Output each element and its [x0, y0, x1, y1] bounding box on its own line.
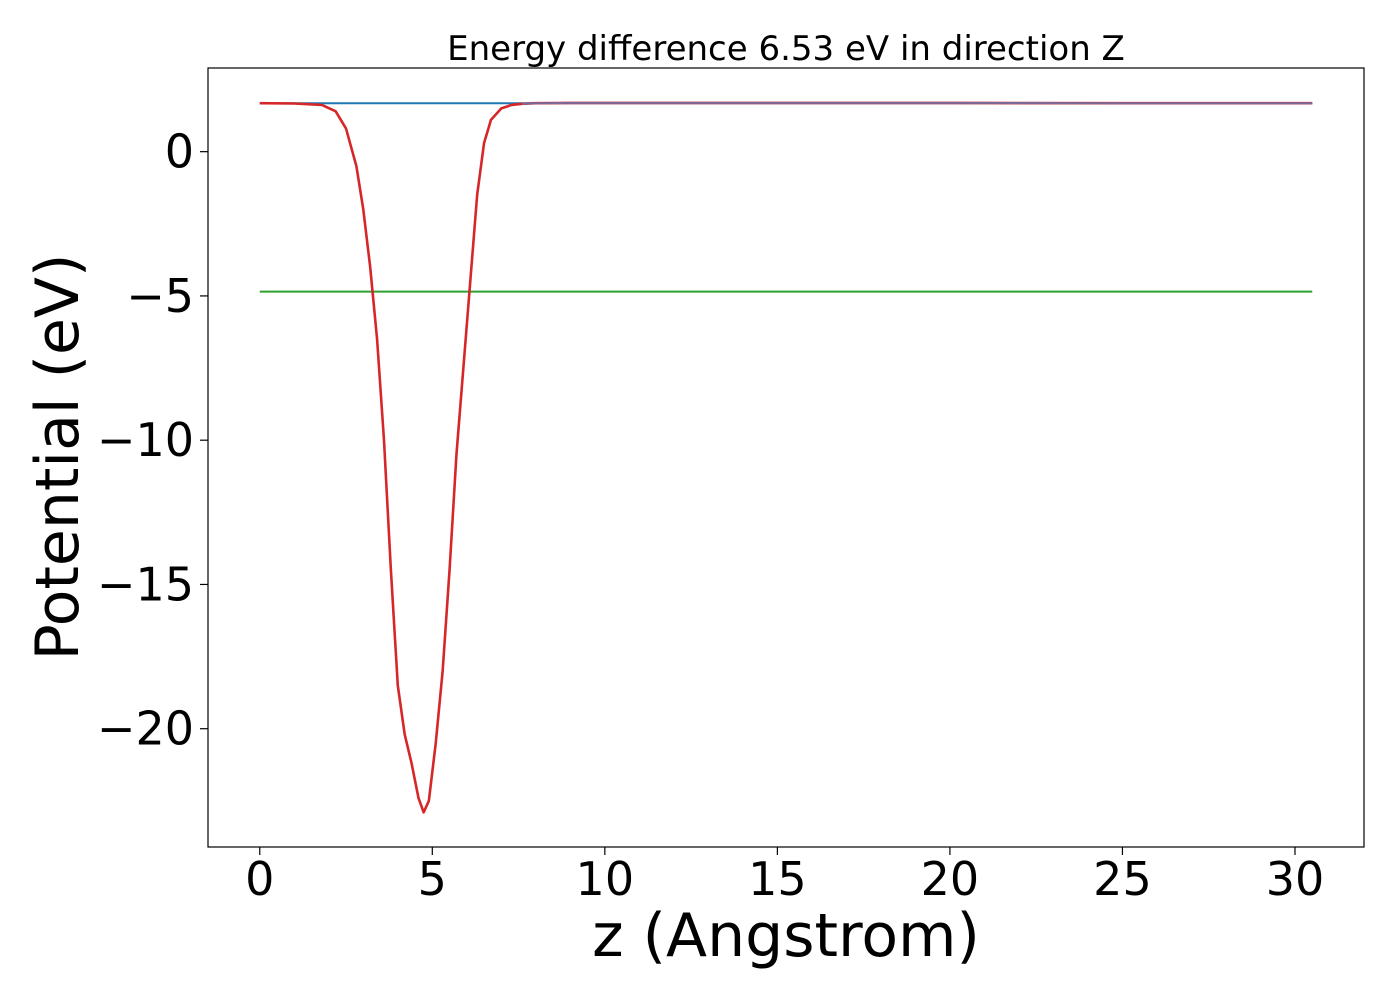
- y-tick-label: −5: [126, 269, 194, 323]
- series-line-3: [259, 101, 1313, 814]
- plot-area: [259, 101, 1313, 814]
- x-tick-label: 30: [1266, 852, 1325, 906]
- x-tick-label: 20: [921, 852, 980, 906]
- y-tick-label: −15: [97, 557, 194, 611]
- x-axis: 0 5 10 15 20 25 30: [245, 847, 1324, 906]
- y-axis: 0 −5 −10 −15 −20: [97, 125, 208, 756]
- y-tick-label: −20: [97, 702, 194, 756]
- x-axis-label: z (Angstrom): [592, 901, 980, 971]
- plot-frame: [207, 67, 1365, 848]
- chart-title: Energy difference 6.53 eV in direction Z: [447, 29, 1125, 69]
- series-line-4: [521, 101, 1313, 105]
- x-tick-label: 25: [1093, 852, 1152, 906]
- y-tick-label: 0: [165, 125, 194, 179]
- y-axis-label: Potential (eV): [23, 254, 93, 661]
- y-tick-label: −10: [97, 413, 194, 467]
- x-tick-label: 5: [418, 852, 447, 906]
- x-tick-label: 15: [748, 852, 807, 906]
- x-tick-label: 0: [245, 852, 274, 906]
- x-tick-label: 10: [576, 852, 635, 906]
